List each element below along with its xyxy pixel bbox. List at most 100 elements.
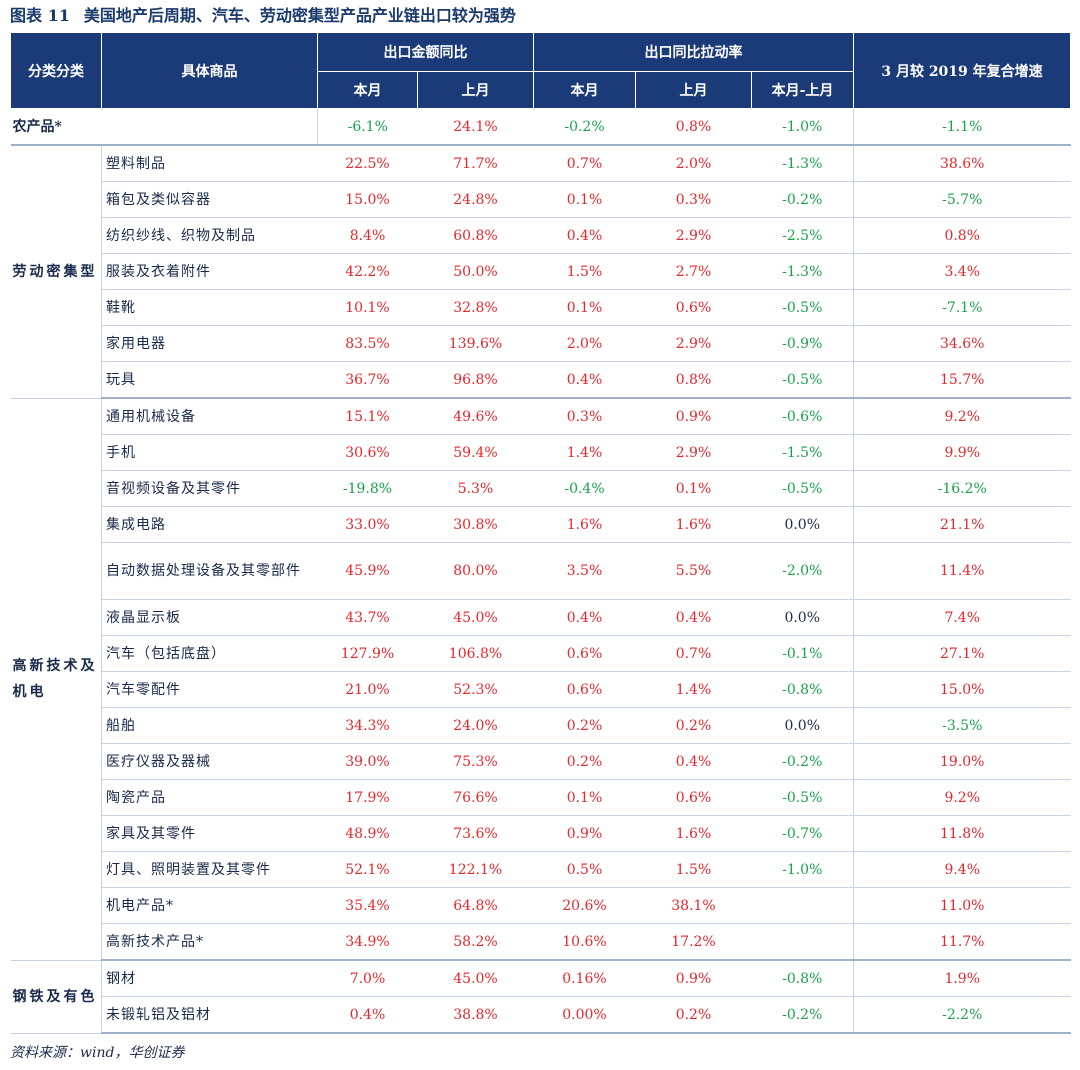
table-row: 家具及其零件 48.9% 73.6% 0.9% 1.6% -0.7% 11.8% <box>11 815 1071 852</box>
product-cell: 塑料制品 <box>101 145 318 182</box>
value-cell: 17.9% <box>317 779 418 816</box>
value-cell: 0.2% <box>635 707 752 744</box>
value-cell: 0.9% <box>635 960 752 997</box>
value-cell: 0.4% <box>635 743 752 780</box>
value-cell: -0.2% <box>751 743 854 780</box>
value-cell: 0.1% <box>533 779 636 816</box>
value-cell: 0.4% <box>533 599 636 636</box>
table-row: 集成电路 33.0% 30.8% 1.6% 1.6% 0.0% 21.1% <box>11 506 1071 543</box>
table-row: 劳动密集型 塑料制品 22.5% 71.7% 0.7% 2.0% -1.3% 38.6% <box>10 145 1071 399</box>
value-cell: 1.4% <box>533 434 636 471</box>
value-cell: 1.5% <box>635 851 752 888</box>
value-cell: 1.6% <box>533 506 636 543</box>
header-yoy-this-month: 本月 <box>317 71 418 109</box>
category-cell: 钢铁及有色 <box>10 960 102 1034</box>
value-cell: 32.8% <box>417 289 534 326</box>
value-cell: -16.2% <box>853 470 1071 507</box>
product-cell: 高新技术产品* <box>101 923 318 961</box>
value-cell: 3.5% <box>533 542 636 600</box>
product-cell: 陶瓷产品 <box>101 779 318 816</box>
value-cell: 27.1% <box>853 635 1071 672</box>
value-cell: 0.9% <box>635 398 752 435</box>
value-cell: 11.7% <box>853 923 1071 961</box>
value-cell: 17.2% <box>635 923 752 961</box>
value-cell: 1.4% <box>635 671 752 708</box>
value-cell: 0.3% <box>533 398 636 435</box>
value-cell: 34.9% <box>317 923 418 961</box>
value-cell: 0.6% <box>635 779 752 816</box>
value-cell: 52.3% <box>417 671 534 708</box>
value-cell: 0.0% <box>751 599 854 636</box>
value-cell: 24.8% <box>417 181 534 218</box>
category-cell: 劳动密集型 <box>10 145 102 399</box>
value-cell: -3.5% <box>853 707 1071 744</box>
value-cell: 10.1% <box>317 289 418 326</box>
product-cell: 服装及衣着附件 <box>101 253 318 290</box>
table-row: 服装及衣着附件 42.2% 50.0% 1.5% 2.7% -1.3% 3.4% <box>11 253 1071 290</box>
value-cell: -0.8% <box>751 671 854 708</box>
table-row: 钢铁及有色 钢材 7.0% 45.0% 0.16% 0.9% -0.8% 1.9% <box>10 960 1071 1034</box>
figure-label: 图表 11 <box>10 6 70 25</box>
value-cell: 0.8% <box>853 217 1071 254</box>
value-cell: 0.2% <box>635 996 752 1034</box>
header-product: 具体商品 <box>101 32 318 109</box>
value-cell: 15.1% <box>317 398 418 435</box>
value-cell: 0.16% <box>533 960 636 997</box>
product-cell: 钢材 <box>101 960 318 997</box>
value-cell: 45.0% <box>417 599 534 636</box>
value-cell: 0.8% <box>635 361 752 399</box>
table-row: 纺织纱线、织物及制品 8.4% 60.8% 0.4% 2.9% -2.5% 0.8% <box>11 217 1071 254</box>
product-cell: 汽车（包括底盘） <box>101 635 318 672</box>
table-row: 箱包及类似容器 15.0% 24.8% 0.1% 0.3% -0.2% -5.7% <box>11 181 1071 218</box>
value-cell: 58.2% <box>417 923 534 961</box>
value-cell: 0.1% <box>635 470 752 507</box>
value-cell: 71.7% <box>417 145 534 182</box>
value-cell: 50.0% <box>417 253 534 290</box>
product-cell: 船舶 <box>101 707 318 744</box>
value-cell: 24.1% <box>417 108 534 146</box>
value-cell: 3.4% <box>853 253 1071 290</box>
value-cell: -2.2% <box>853 996 1071 1034</box>
value-cell: 36.7% <box>317 361 418 399</box>
value-cell: 5.5% <box>635 542 752 600</box>
value-cell: 0.4% <box>533 361 636 399</box>
value-cell: 0.5% <box>533 851 636 888</box>
value-cell: 22.5% <box>317 145 418 182</box>
value-cell: 122.1% <box>417 851 534 888</box>
table-row: 灯具、照明装置及其零件 52.1% 122.1% 0.5% 1.5% -1.0% 9.4% <box>11 851 1071 888</box>
value-cell: 0.00% <box>533 996 636 1034</box>
value-cell: -1.3% <box>751 145 854 182</box>
value-cell: 30.8% <box>417 506 534 543</box>
value-cell: 64.8% <box>417 887 534 924</box>
value-cell: 139.6% <box>417 325 534 362</box>
value-cell: 2.9% <box>635 217 752 254</box>
value-cell: 52.1% <box>317 851 418 888</box>
value-cell: -0.5% <box>751 289 854 326</box>
value-cell: 80.0% <box>417 542 534 600</box>
header-yoy-last-month: 上月 <box>417 71 534 109</box>
value-cell: 11.0% <box>853 887 1071 924</box>
category-cell: 农产品* <box>10 108 318 146</box>
header-pull-this-month: 本月 <box>533 71 636 109</box>
value-cell: 9.9% <box>853 434 1071 471</box>
value-cell: 0.0% <box>751 707 854 744</box>
table-row: 汽车零配件 21.0% 52.3% 0.6% 1.4% -0.8% 15.0% <box>11 671 1071 708</box>
product-cell: 未锻轧铝及铝材 <box>101 996 318 1034</box>
header-cagr: 3 月较 2019 年复合增速 <box>853 32 1071 109</box>
value-cell: 24.0% <box>417 707 534 744</box>
value-cell: -1.0% <box>751 851 854 888</box>
value-cell <box>751 887 854 924</box>
value-cell: 34.6% <box>853 325 1071 362</box>
value-cell: 11.8% <box>853 815 1071 852</box>
product-cell: 箱包及类似容器 <box>101 181 318 218</box>
value-cell: 9.2% <box>853 398 1071 435</box>
value-cell: 0.0% <box>751 506 854 543</box>
value-cell: 0.7% <box>533 145 636 182</box>
table-row: 汽车（包括底盘） 127.9% 106.8% 0.6% 0.7% -0.1% 27.1% <box>11 635 1071 672</box>
product-cell: 家用电器 <box>101 325 318 362</box>
value-cell: -1.1% <box>853 108 1071 146</box>
value-cell: 15.7% <box>853 361 1071 399</box>
value-cell: 127.9% <box>317 635 418 672</box>
value-cell: -0.2% <box>751 181 854 218</box>
product-cell: 通用机械设备 <box>101 398 318 435</box>
